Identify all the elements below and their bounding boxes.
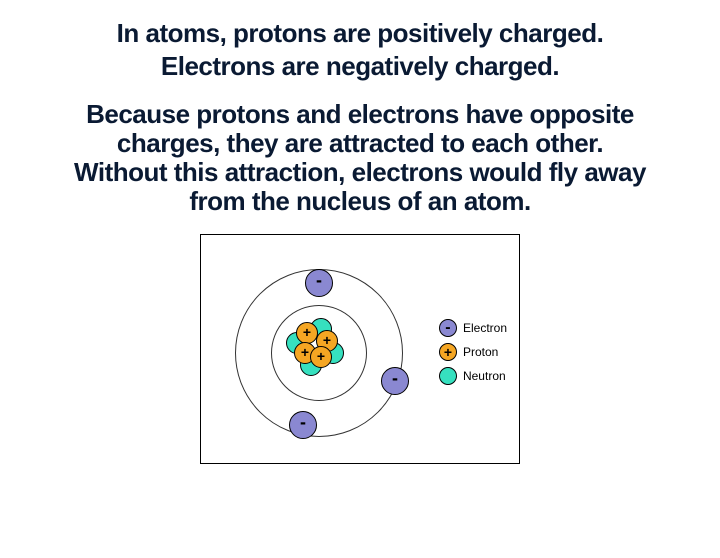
legend-neutron-icon [439,367,457,385]
legend-proton-label: Proton [463,345,498,359]
electron-symbol: - [382,366,408,390]
para-line-2: charges, they are attracted to each othe… [0,129,720,158]
legend-electron-icon: - [439,319,457,337]
para-line-1: Because protons and electrons have oppos… [0,100,720,129]
proton-particle-0: + [296,322,318,344]
legend-neutron-label: Neutron [463,369,506,383]
electron-particle-1: - [381,367,409,395]
legend-row-electron: -Electron [439,319,507,337]
proton-particle-3: + [310,346,332,368]
heading-line-2: Electrons are negatively charged. [0,51,720,82]
atom-diagram: -Electron+ProtonNeutron ++++--- [200,234,520,464]
legend-row-neutron: Neutron [439,367,507,385]
legend-electron-label: Electron [463,321,507,335]
legend-proton-icon: + [439,343,457,361]
proton-symbol: + [297,322,317,342]
legend: -Electron + Proton Neutron [439,313,507,391]
para-line-4: from the nucleus of an atom. [0,187,720,216]
electron-symbol: - [306,268,332,292]
legend-row-proton: + Proton [439,343,507,361]
body-paragraph: Because protons and electrons have oppos… [0,100,720,216]
proton-symbol: + [311,346,331,366]
para-line-3: Without this attraction, electrons would… [0,158,720,187]
electron-symbol: - [290,410,316,434]
heading-line-1: In atoms, protons are positively charged… [0,18,720,49]
